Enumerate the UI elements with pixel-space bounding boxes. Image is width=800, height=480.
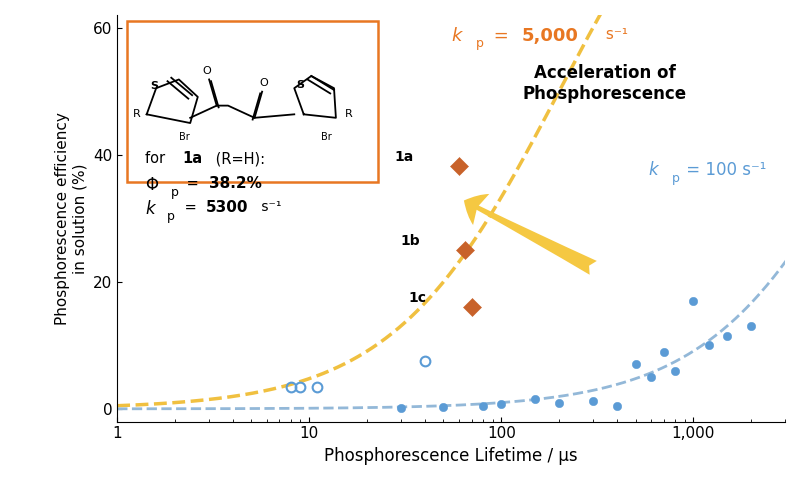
Text: 1a: 1a xyxy=(394,150,414,164)
Y-axis label: Phosphorescence efficiency
in solution (%): Phosphorescence efficiency in solution (… xyxy=(55,112,87,325)
Text: s⁻¹: s⁻¹ xyxy=(602,27,628,42)
Text: = 100 s⁻¹: = 100 s⁻¹ xyxy=(682,161,767,180)
Text: 1b: 1b xyxy=(400,234,420,248)
Text: 1c: 1c xyxy=(408,291,426,305)
Text: $k$: $k$ xyxy=(451,27,464,45)
Text: $k$: $k$ xyxy=(146,200,158,218)
Text: for: for xyxy=(146,151,170,166)
Text: p: p xyxy=(167,210,175,223)
Text: 38.2%: 38.2% xyxy=(209,176,262,191)
Text: =: = xyxy=(182,176,203,191)
Text: p: p xyxy=(671,171,679,184)
Text: p: p xyxy=(170,186,178,199)
X-axis label: Phosphorescence Lifetime / μs: Phosphorescence Lifetime / μs xyxy=(324,447,578,465)
Text: =: = xyxy=(180,200,202,215)
Text: 5300: 5300 xyxy=(206,200,248,215)
Text: s⁻¹: s⁻¹ xyxy=(258,200,282,214)
Text: Acceleration of
Phosphorescence: Acceleration of Phosphorescence xyxy=(522,64,686,103)
Text: p: p xyxy=(476,37,484,50)
FancyBboxPatch shape xyxy=(127,21,378,182)
Text: 1a: 1a xyxy=(182,151,202,166)
Text: 5,000: 5,000 xyxy=(522,27,578,45)
Text: $\Phi$: $\Phi$ xyxy=(146,176,159,193)
Text: =: = xyxy=(488,27,514,45)
Text: (R=H):: (R=H): xyxy=(210,151,265,166)
Text: $k$: $k$ xyxy=(648,161,660,180)
